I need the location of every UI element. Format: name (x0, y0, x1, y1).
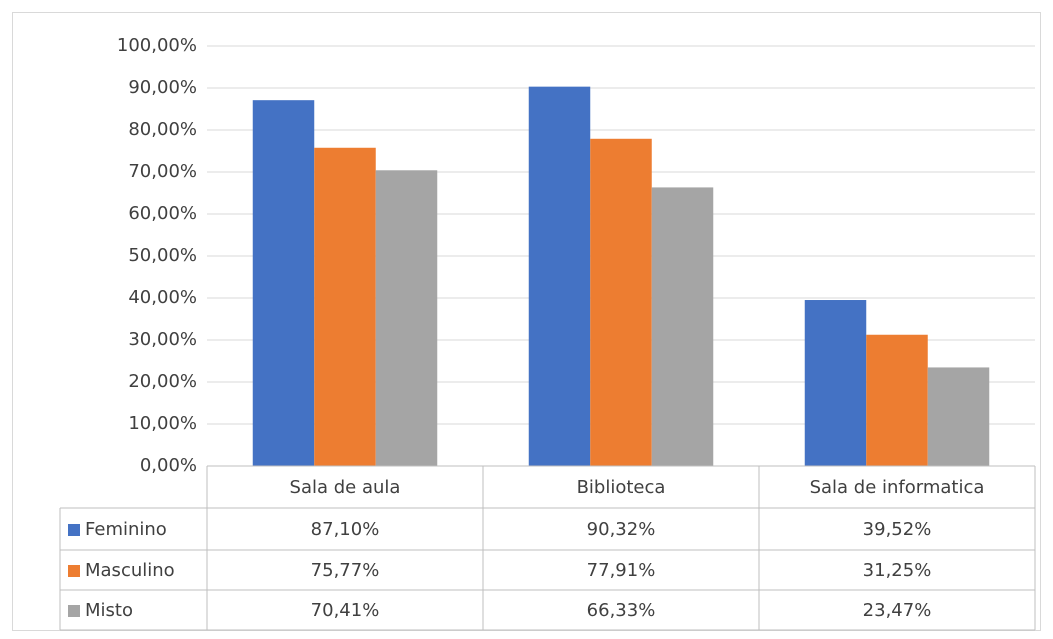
data-label: 90,32% (587, 519, 656, 540)
data-label: 39,52% (863, 519, 932, 540)
legend-swatch (68, 605, 80, 617)
legend-swatch (68, 524, 80, 536)
bar (528, 86, 591, 466)
legend-label: Misto (85, 600, 133, 621)
x-tick-label: Biblioteca (577, 477, 666, 498)
y-tick-label: 0,00% (140, 455, 197, 476)
y-tick-label: 40,00% (128, 287, 197, 308)
bar (804, 300, 867, 466)
legend-label: Feminino (85, 519, 167, 540)
y-tick-label: 60,00% (128, 203, 197, 224)
y-tick-label: 90,00% (128, 77, 197, 98)
legend-swatch (68, 565, 80, 577)
y-tick-label: 80,00% (128, 119, 197, 140)
y-tick-label: 10,00% (128, 413, 197, 434)
data-label: 70,41% (311, 600, 380, 621)
data-label: 23,47% (863, 600, 932, 621)
bar (375, 170, 438, 466)
y-tick-label: 20,00% (128, 371, 197, 392)
bar (314, 147, 376, 467)
x-tick-label: Sala de informatica (810, 477, 985, 498)
data-label: 87,10% (311, 519, 380, 540)
y-tick-label: 50,00% (128, 245, 197, 266)
bar (651, 187, 714, 466)
y-tick-label: 70,00% (128, 161, 197, 182)
data-label: 75,77% (311, 560, 380, 581)
data-label: 77,91% (587, 560, 656, 581)
data-label: 66,33% (587, 600, 656, 621)
y-tick-label: 100,00% (117, 35, 197, 56)
chart-border (12, 12, 1041, 631)
bar (927, 367, 990, 466)
bar (252, 100, 315, 467)
bar (590, 138, 652, 466)
legend-label: Masculino (85, 560, 175, 581)
bar (866, 334, 928, 466)
data-label: 31,25% (863, 560, 932, 581)
x-tick-label: Sala de aula (290, 477, 401, 498)
y-tick-label: 30,00% (128, 329, 197, 350)
